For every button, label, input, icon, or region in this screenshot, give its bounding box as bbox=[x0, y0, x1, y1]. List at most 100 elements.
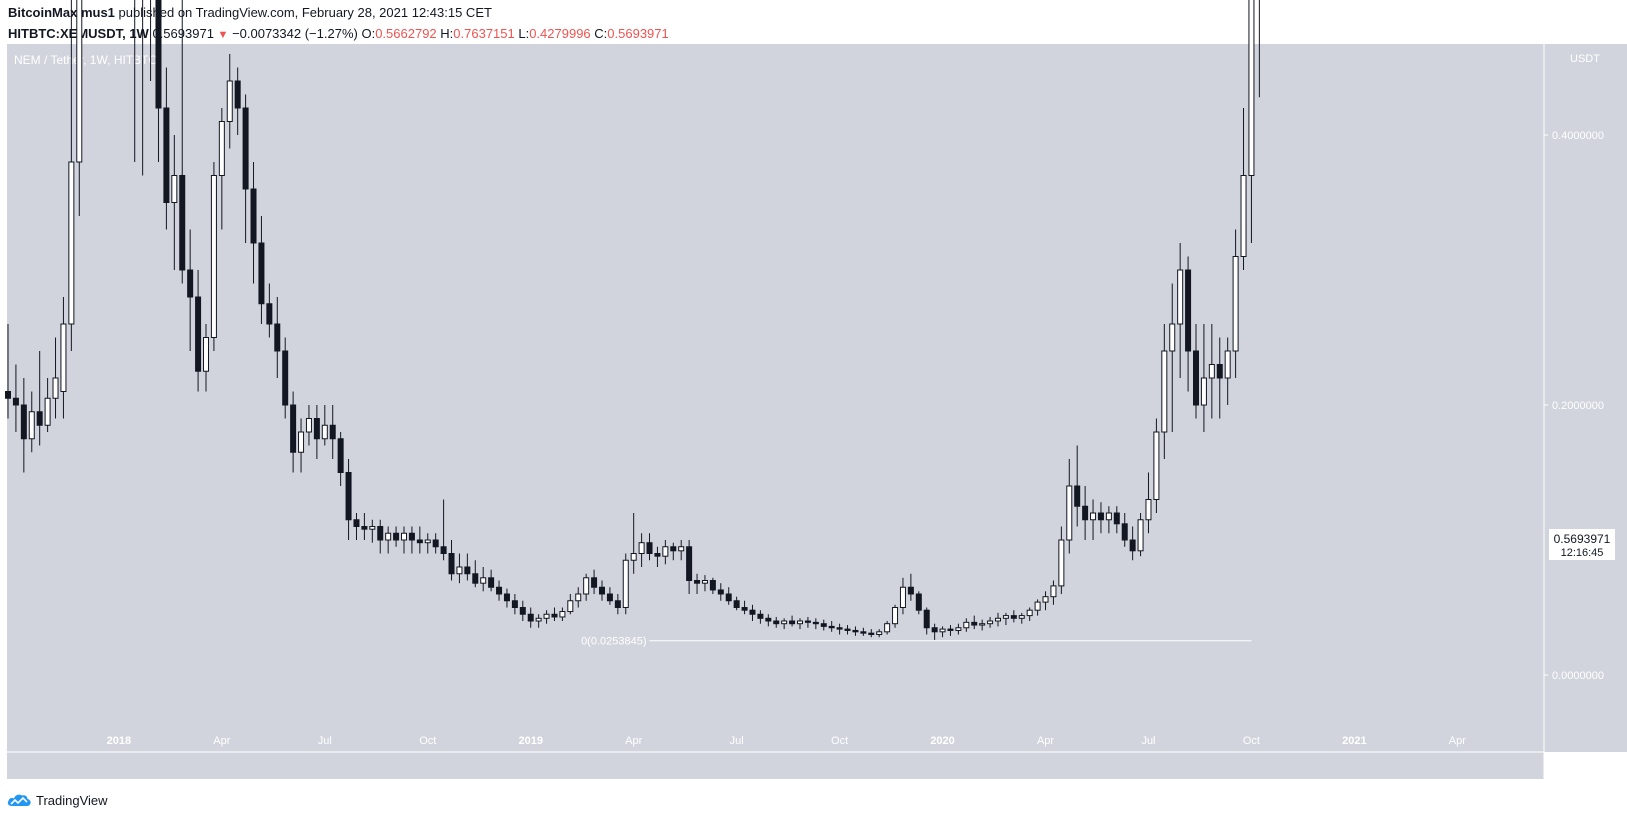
candle-body[interactable] bbox=[5, 391, 11, 399]
candle-body[interactable] bbox=[1153, 431, 1160, 500]
candle-body[interactable] bbox=[804, 620, 811, 623]
candle-body[interactable] bbox=[305, 418, 312, 433]
candle-body[interactable] bbox=[749, 609, 756, 615]
candle-body[interactable] bbox=[401, 532, 407, 541]
candle-body[interactable] bbox=[765, 617, 772, 622]
candle-body[interactable] bbox=[1145, 499, 1152, 521]
candle-body[interactable] bbox=[511, 600, 518, 608]
candle-body[interactable] bbox=[987, 620, 994, 625]
candle-body[interactable] bbox=[393, 532, 400, 541]
time-axis[interactable] bbox=[7, 752, 1544, 779]
candle-body[interactable] bbox=[290, 404, 297, 453]
candle-body[interactable] bbox=[1105, 512, 1112, 521]
candle-body[interactable] bbox=[1082, 505, 1089, 521]
candle-body[interactable] bbox=[860, 631, 867, 634]
candle-body[interactable] bbox=[503, 593, 510, 602]
candle-body[interactable] bbox=[670, 546, 677, 552]
candle-body[interactable] bbox=[1224, 350, 1231, 379]
candle-body[interactable] bbox=[496, 586, 503, 595]
candle-body[interactable] bbox=[963, 621, 970, 629]
candle-body[interactable] bbox=[1026, 609, 1033, 617]
candle-body[interactable] bbox=[519, 607, 526, 615]
candle-body[interactable] bbox=[369, 526, 376, 530]
candle-body[interactable] bbox=[282, 350, 289, 406]
candle-body[interactable] bbox=[923, 609, 930, 629]
candle-body[interactable] bbox=[899, 586, 906, 608]
candle-body[interactable] bbox=[884, 623, 891, 633]
candle-body[interactable] bbox=[995, 617, 1001, 622]
candle-body[interactable] bbox=[250, 188, 257, 244]
candle-body[interactable] bbox=[820, 623, 827, 627]
candle-body[interactable] bbox=[599, 586, 605, 595]
candle-body[interactable] bbox=[907, 586, 914, 595]
candle-body[interactable] bbox=[876, 631, 883, 635]
candle-body[interactable] bbox=[646, 542, 653, 555]
candle-body[interactable] bbox=[567, 600, 574, 613]
candle-body[interactable] bbox=[44, 397, 51, 426]
candle-body[interactable] bbox=[638, 542, 645, 555]
candle-body[interactable] bbox=[622, 559, 629, 608]
candle-body[interactable] bbox=[203, 337, 209, 372]
candle-body[interactable] bbox=[1010, 615, 1017, 619]
candle-body[interactable] bbox=[931, 627, 938, 633]
candle-body[interactable] bbox=[939, 628, 946, 633]
candle-body[interactable] bbox=[892, 607, 899, 625]
candle-body[interactable] bbox=[353, 519, 360, 527]
candle-body[interactable] bbox=[836, 627, 843, 630]
candle-body[interactable] bbox=[1018, 615, 1025, 619]
candle-body[interactable] bbox=[385, 532, 392, 541]
candle-body[interactable] bbox=[472, 573, 479, 584]
candle-body[interactable] bbox=[258, 242, 265, 305]
candle-body[interactable] bbox=[789, 620, 796, 625]
candle-body[interactable] bbox=[1034, 601, 1041, 611]
candle-body[interactable] bbox=[408, 532, 415, 541]
candle-body[interactable] bbox=[266, 303, 273, 325]
candle-body[interactable] bbox=[28, 411, 35, 440]
candle-body[interactable] bbox=[725, 593, 732, 602]
candle-body[interactable] bbox=[440, 546, 447, 554]
candle-body[interactable] bbox=[195, 296, 202, 372]
candle-body[interactable] bbox=[179, 175, 186, 271]
candle-body[interactable] bbox=[733, 600, 740, 608]
candle-body[interactable] bbox=[416, 539, 423, 544]
candle-body[interactable] bbox=[155, 0, 162, 109]
candle-body[interactable] bbox=[464, 566, 471, 575]
candle-body[interactable] bbox=[274, 323, 281, 352]
candle-body[interactable] bbox=[797, 620, 803, 625]
candle-body[interactable] bbox=[559, 611, 566, 618]
candle-body[interactable] bbox=[210, 175, 217, 338]
candle-body[interactable] bbox=[1232, 256, 1239, 352]
candle-body[interactable] bbox=[741, 607, 748, 611]
candle-body[interactable] bbox=[757, 613, 764, 619]
candle-body[interactable] bbox=[828, 625, 835, 629]
candle-body[interactable] bbox=[187, 269, 194, 298]
candle-body[interactable] bbox=[1042, 596, 1049, 603]
candle-body[interactable] bbox=[36, 411, 43, 426]
candle-body[interactable] bbox=[614, 600, 621, 608]
candle-body[interactable] bbox=[527, 613, 534, 622]
candle-body[interactable] bbox=[424, 539, 431, 544]
candle-body[interactable] bbox=[551, 613, 558, 618]
candle-body[interactable] bbox=[242, 107, 249, 190]
candle-body[interactable] bbox=[915, 593, 922, 611]
candle-body[interactable] bbox=[1050, 585, 1057, 598]
candle-body[interactable] bbox=[1121, 523, 1128, 541]
candle-body[interactable] bbox=[1177, 269, 1184, 325]
candle-body[interactable] bbox=[535, 617, 542, 622]
candle-body[interactable] bbox=[686, 546, 693, 581]
candlestick-chart[interactable]: NEM / Tether, 1W, HITBTC USDT 2.20000002… bbox=[0, 0, 1627, 790]
candle-body[interactable] bbox=[1129, 539, 1136, 552]
author-name[interactable]: BitcoinMaximus1 bbox=[8, 5, 115, 20]
candle-body[interactable] bbox=[575, 593, 582, 602]
tradingview-logo[interactable]: TradingView bbox=[6, 792, 108, 808]
candle-body[interactable] bbox=[1058, 539, 1065, 587]
candle-body[interactable] bbox=[218, 121, 225, 176]
candle-body[interactable] bbox=[773, 620, 780, 625]
candle-body[interactable] bbox=[781, 620, 788, 625]
candle-body[interactable] bbox=[543, 613, 550, 619]
candle-body[interactable] bbox=[298, 431, 305, 453]
candle-body[interactable] bbox=[717, 589, 724, 595]
candle-body[interactable] bbox=[971, 621, 978, 626]
candle-body[interactable] bbox=[448, 553, 455, 575]
candle-body[interactable] bbox=[1208, 364, 1215, 379]
